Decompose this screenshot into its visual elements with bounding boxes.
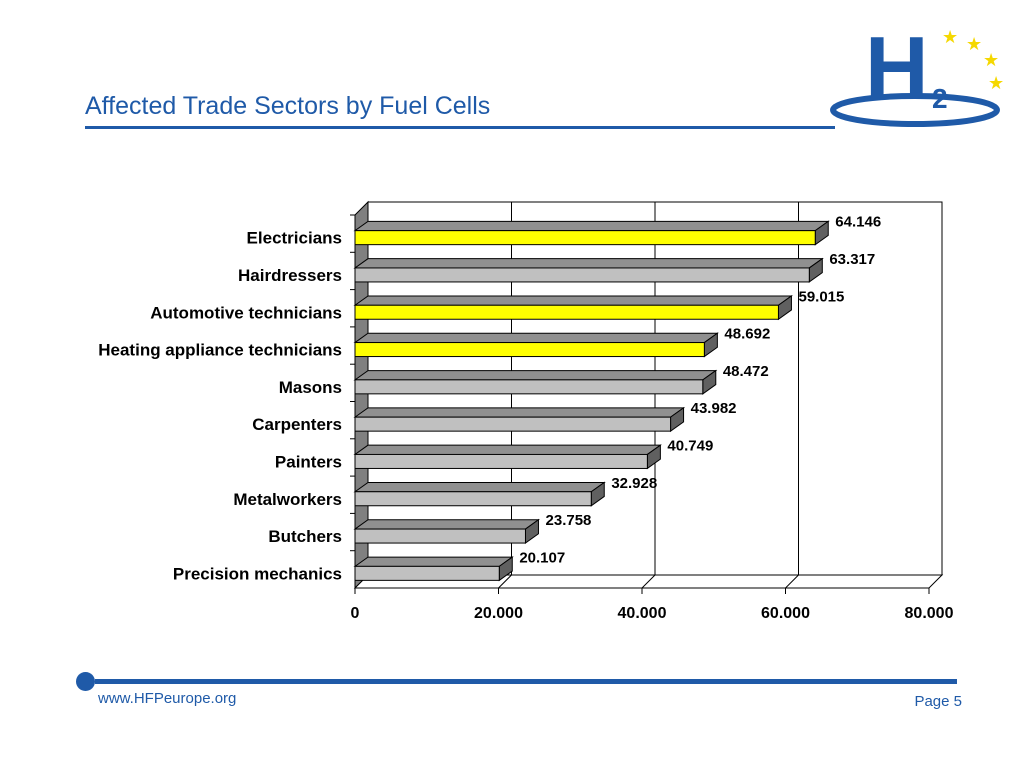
logo-letter: H bbox=[865, 18, 929, 117]
data-label: 40.749 bbox=[667, 437, 713, 454]
bar bbox=[354, 230, 816, 246]
category-label: Metalworkers bbox=[233, 490, 342, 509]
data-label: 64.146 bbox=[835, 214, 881, 231]
category-label: Electricians bbox=[247, 229, 342, 248]
page-number: Page 5 bbox=[914, 693, 962, 710]
footer-dot bbox=[76, 672, 95, 691]
data-label: 32.928 bbox=[611, 475, 657, 492]
data-label: 59.015 bbox=[798, 288, 844, 305]
bar-top bbox=[353, 258, 824, 269]
category-label: Precision mechanics bbox=[173, 564, 342, 583]
x-tick-label: 40.000 bbox=[618, 605, 667, 622]
star-icon: ★ bbox=[988, 73, 1004, 94]
gridline bbox=[498, 574, 512, 589]
footer-url[interactable]: www.HFPeurope.org bbox=[98, 690, 237, 707]
data-label: 23.758 bbox=[546, 512, 592, 529]
category-label: Hairdressers bbox=[238, 266, 342, 285]
x-tick-label: 20.000 bbox=[474, 605, 523, 622]
bar bbox=[354, 379, 704, 395]
bar-top bbox=[353, 407, 686, 418]
bar bbox=[354, 453, 648, 469]
data-label: 63.317 bbox=[829, 251, 875, 268]
data-label: 48.472 bbox=[723, 363, 769, 380]
logo-swoosh bbox=[830, 93, 1000, 127]
category-label: Painters bbox=[275, 452, 342, 471]
gridline bbox=[785, 574, 799, 589]
bar bbox=[354, 416, 672, 432]
bar bbox=[354, 491, 592, 507]
x-tick-label: 60.000 bbox=[761, 605, 810, 622]
x-tick-label: 0 bbox=[351, 605, 360, 622]
data-label: 20.107 bbox=[519, 549, 565, 566]
bar-top bbox=[353, 481, 606, 493]
page-title: Affected Trade Sectors by Fuel Cells bbox=[85, 92, 491, 120]
category-label: Heating appliance technicians bbox=[98, 341, 342, 360]
x-tick-label: 80.000 bbox=[905, 605, 954, 622]
bar-top bbox=[353, 220, 830, 232]
bar-top bbox=[353, 556, 514, 567]
star-icon: ★ bbox=[983, 50, 999, 71]
category-label: Butchers bbox=[268, 527, 342, 546]
category-label: Automotive technicians bbox=[150, 303, 342, 322]
bar bbox=[354, 342, 705, 358]
bar-top bbox=[353, 370, 718, 381]
bar-top bbox=[353, 519, 541, 530]
bar bbox=[354, 304, 779, 320]
star-icon: ★ bbox=[942, 27, 958, 48]
star-icon: ★ bbox=[966, 34, 982, 55]
gridline bbox=[641, 574, 656, 589]
category-label: Carpenters bbox=[252, 415, 342, 434]
footer-rule bbox=[95, 679, 957, 684]
bar bbox=[354, 565, 500, 581]
category-label: Masons bbox=[279, 378, 342, 397]
logo-subscript: 2 bbox=[932, 83, 948, 114]
bar-top bbox=[353, 444, 662, 455]
bar bbox=[354, 267, 810, 283]
h2-stars-logo: H 2 ★ ★ ★ ★ bbox=[830, 18, 1004, 127]
bar bbox=[354, 528, 526, 544]
bar-top bbox=[353, 295, 793, 306]
title-rule bbox=[85, 126, 835, 129]
data-label: 48.692 bbox=[724, 326, 770, 343]
data-label: 43.982 bbox=[691, 400, 737, 417]
bar-top bbox=[353, 332, 719, 344]
